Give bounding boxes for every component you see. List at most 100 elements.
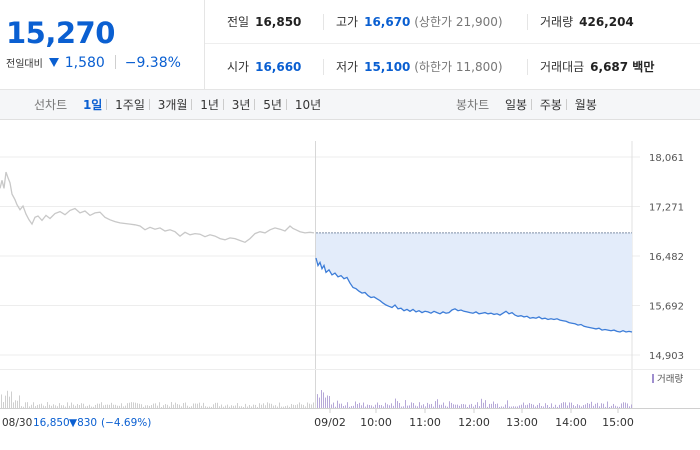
tab-monthly[interactable]: 월봉 [574, 98, 597, 112]
today-volume-bar [339, 403, 340, 408]
prev-volume-bar [95, 404, 96, 408]
today-volume-bar [389, 405, 390, 408]
today-volume-bar [387, 404, 388, 408]
today-volume-bar [541, 405, 542, 408]
prev-volume-bar [281, 406, 282, 408]
prev-volume-bar [43, 405, 44, 408]
prev-volume-bar [59, 403, 60, 408]
today-volume-bar [367, 404, 368, 408]
today-volume-bar [345, 405, 346, 408]
today-volume-bar [371, 405, 372, 408]
today-volume-bar [491, 403, 492, 408]
down-arrow-icon [49, 58, 60, 67]
prev-volume-bar [31, 404, 32, 408]
today-volume-bar [467, 406, 468, 408]
today-volume-bar [525, 405, 526, 408]
prev-volume-bar [257, 406, 258, 408]
day-low: 저가 15,100 (하한가 11,800) [336, 45, 503, 89]
prev-volume-bar [237, 403, 238, 408]
volume: 거래량 426,204 [540, 0, 634, 44]
prev-volume-bar [81, 403, 82, 408]
today-volume-bar [521, 404, 522, 408]
today-volume-bar [483, 402, 484, 408]
tab-1w[interactable]: 1주일 [115, 98, 145, 112]
prev-volume-bar [215, 402, 216, 408]
open-label: 시가 [227, 60, 250, 74]
tab-3m[interactable]: 3개월 [157, 98, 188, 112]
tab-1y[interactable]: 1년 [200, 98, 219, 112]
change-amount: 1,580 [64, 55, 105, 71]
tab-1d[interactable]: 1일 [82, 98, 103, 112]
today-volume-bar [523, 402, 524, 408]
prev-volume-bar [291, 403, 292, 408]
price-change: 전일대비 1,580 −9.38% [6, 55, 181, 71]
prev-volume-bar [235, 405, 236, 408]
prev-volume-bar [287, 405, 288, 408]
prev-volume-bar [163, 405, 164, 408]
prev-volume-bar [149, 405, 150, 408]
prev-volume-bar [143, 406, 144, 408]
today-volume-bar [453, 404, 454, 408]
today-price-line [315, 257, 633, 333]
prev-volume-bar [9, 396, 10, 408]
today-volume-bar [419, 402, 420, 408]
today-volume-bar [443, 402, 444, 408]
quote-info-grid: 전일 16,850 고가 16,670 (상한가 21,900) 거래량 426,20… [205, 0, 700, 90]
today-volume-bar [569, 402, 570, 408]
prev-volume-bar [227, 404, 228, 408]
prev-volume-bar [11, 391, 12, 408]
today-volume-bar [561, 403, 562, 408]
today-volume-bar [549, 406, 550, 408]
today-volume-bar [455, 404, 456, 408]
prev-volume-bar [67, 402, 68, 408]
today-volume-bar [417, 406, 418, 408]
today-volume-bar [421, 405, 422, 408]
today-volume-bar [581, 406, 582, 408]
tab-3y[interactable]: 3년 [231, 98, 251, 112]
prev-volume-bar [219, 406, 220, 408]
lower-limit-label: 하한가 [418, 60, 453, 74]
lower-limit-value: 11,800 [455, 60, 498, 74]
tab-5y[interactable]: 5년 [263, 98, 282, 112]
today-volume-bar [353, 405, 354, 408]
today-volume-bar [623, 402, 624, 408]
prev-volume-bar [69, 405, 70, 408]
prev-volume-bar [47, 402, 48, 408]
divider [222, 99, 224, 110]
tab-weekly[interactable]: 주봉 [539, 98, 562, 112]
today-volume-bar [369, 404, 370, 408]
prev-volume-bar [307, 402, 308, 408]
today-volume-bar [377, 402, 378, 408]
today-volume-bar [395, 398, 396, 408]
prev-volume-bar [109, 404, 110, 408]
high-label: 고가 [336, 15, 359, 29]
today-volume-bar [433, 406, 434, 408]
today-volume-bar [357, 404, 358, 408]
prev-volume-bar [267, 402, 268, 408]
prev-volume-bar [133, 402, 134, 408]
prev-volume-bar [7, 390, 8, 408]
open-price: 시가 16,660 [227, 45, 301, 89]
prev-volume-bar [15, 400, 16, 408]
today-volume-bar [543, 406, 544, 408]
today-volume-bar [363, 402, 364, 408]
today-volume-bar [423, 404, 424, 408]
divider [323, 59, 324, 75]
prev-volume-bar [309, 403, 310, 408]
prev-volume-bar [181, 406, 182, 408]
today-volume-bar [599, 406, 600, 408]
prev-volume-bar [123, 406, 124, 408]
divider [527, 14, 528, 30]
prev-volume-bar [243, 406, 244, 408]
today-volume-bar [327, 395, 328, 408]
today-volume-bar [449, 401, 450, 408]
prev-volume-bar [165, 404, 166, 408]
today-volume-bar [489, 403, 490, 408]
tab-daily[interactable]: 일봉 [504, 98, 528, 112]
prev-volume-bar [147, 405, 148, 408]
today-volume-bar [607, 401, 608, 408]
tab-10y[interactable]: 10년 [294, 98, 322, 112]
today-volume-bar [627, 403, 628, 408]
today-volume-bar [393, 405, 394, 408]
prev-volume-bar [255, 404, 256, 408]
